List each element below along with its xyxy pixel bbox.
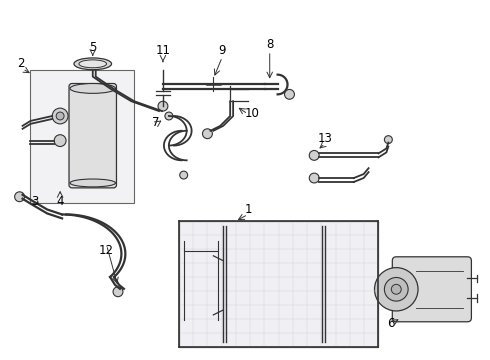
Circle shape xyxy=(285,89,294,99)
Text: 6: 6 xyxy=(388,317,395,330)
Circle shape xyxy=(392,284,401,294)
Circle shape xyxy=(309,173,319,183)
Ellipse shape xyxy=(79,60,107,68)
Text: 11: 11 xyxy=(155,44,171,57)
FancyBboxPatch shape xyxy=(392,257,471,322)
Text: 9: 9 xyxy=(219,44,226,57)
Bar xyxy=(30,70,134,203)
Circle shape xyxy=(202,129,212,139)
Ellipse shape xyxy=(70,179,116,187)
Ellipse shape xyxy=(70,84,116,93)
Circle shape xyxy=(384,278,408,301)
FancyBboxPatch shape xyxy=(69,84,117,188)
Text: 1: 1 xyxy=(244,203,252,216)
Circle shape xyxy=(309,150,319,160)
Ellipse shape xyxy=(74,58,112,70)
Text: 13: 13 xyxy=(318,132,333,145)
Circle shape xyxy=(54,135,66,147)
Text: 3: 3 xyxy=(31,195,38,208)
Text: 8: 8 xyxy=(266,38,273,51)
Text: 10: 10 xyxy=(245,107,259,120)
Text: 7: 7 xyxy=(152,116,160,129)
Circle shape xyxy=(384,136,392,144)
Text: 12: 12 xyxy=(99,244,114,257)
Circle shape xyxy=(165,112,173,120)
Circle shape xyxy=(113,287,123,297)
Circle shape xyxy=(56,112,64,120)
Circle shape xyxy=(180,171,188,179)
Text: 4: 4 xyxy=(56,195,64,208)
Circle shape xyxy=(374,267,418,311)
Text: 2: 2 xyxy=(17,57,24,70)
Circle shape xyxy=(52,108,68,124)
Circle shape xyxy=(15,192,24,202)
Bar xyxy=(179,221,378,347)
Circle shape xyxy=(158,101,168,111)
Text: 5: 5 xyxy=(89,41,97,54)
